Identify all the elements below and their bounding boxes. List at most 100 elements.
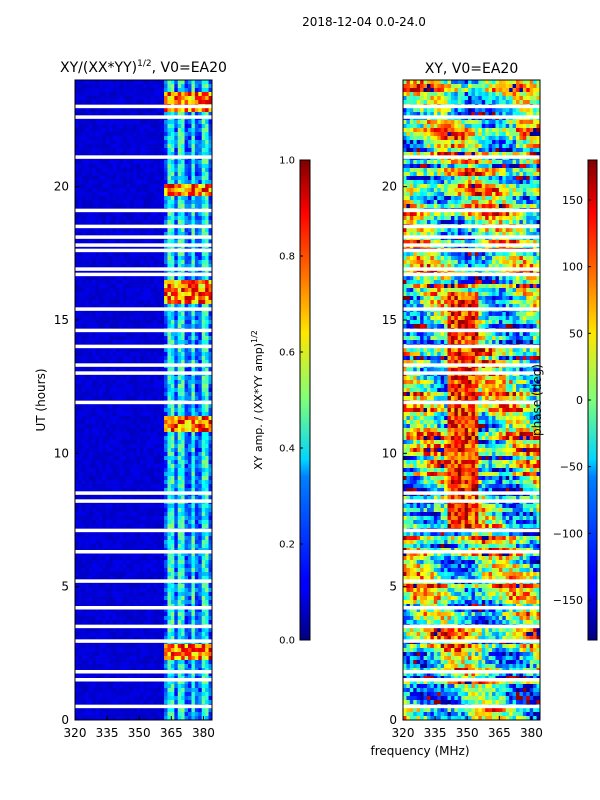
amplitude-cell [184, 336, 189, 341]
amplitude-cell [146, 472, 151, 477]
amplitude-cell [188, 384, 192, 389]
amplitude-cell [133, 476, 137, 481]
amplitude-cell [102, 120, 107, 125]
amplitude-cell [85, 560, 89, 565]
amplitude-cell [140, 92, 144, 97]
amplitude-cell [119, 368, 124, 373]
amplitude-cell [88, 296, 93, 301]
amplitude-cell [88, 464, 93, 469]
amplitude-cell [150, 324, 155, 329]
amplitude-cell [122, 436, 127, 441]
amplitude-cell [140, 188, 144, 193]
amplitude-cell [126, 164, 131, 169]
amplitude-cell [201, 84, 206, 89]
amplitude-cell [157, 96, 161, 101]
amplitude-cell [164, 468, 168, 473]
amplitude-cell [88, 288, 93, 293]
amplitude-cell [160, 256, 165, 261]
amplitude-cell [133, 120, 137, 125]
amplitude-cell [105, 316, 110, 321]
amplitude-cell [136, 196, 141, 201]
amplitude-cell [188, 572, 192, 577]
amplitude-cell [109, 516, 113, 521]
amplitude-cell [205, 220, 209, 225]
amplitude-cell [133, 556, 137, 561]
amplitude-cell [153, 388, 158, 393]
amplitude-cell [116, 424, 120, 429]
amplitude-cell [116, 304, 120, 309]
amplitude-cell [191, 556, 196, 561]
amplitude-cell [116, 384, 120, 389]
amplitude-cell [102, 296, 107, 301]
amplitude-cell [201, 196, 206, 201]
amplitude-cell [167, 200, 172, 205]
amplitude-cell [140, 264, 144, 269]
amplitude-cell [184, 412, 189, 417]
amplitude-cell [191, 536, 196, 541]
amplitude-cell [109, 460, 113, 465]
amplitude-cell [184, 196, 189, 201]
amplitude-cell [112, 564, 117, 569]
amplitude-cell [109, 280, 113, 285]
amplitude-cell [174, 556, 179, 561]
amplitude-cell [157, 160, 161, 165]
amplitude-cell [88, 320, 93, 325]
amplitude-cell [164, 352, 168, 357]
amplitude-cell [194, 152, 199, 157]
amplitude-cell [194, 88, 199, 93]
amplitude-cell [85, 456, 89, 461]
amplitude-cell [88, 488, 93, 493]
amplitude-cell [177, 88, 182, 93]
amplitude-cell [177, 140, 182, 145]
amplitude-cell [177, 300, 182, 305]
amplitude-cell [198, 296, 203, 301]
amplitude-cell [143, 380, 148, 385]
amplitude-cell [146, 424, 151, 429]
amplitude-cell [174, 332, 179, 337]
amplitude-cell [150, 416, 155, 421]
amplitude-cell [112, 572, 117, 577]
amplitude-cell [92, 340, 96, 345]
amplitude-cell [95, 488, 100, 493]
amplitude-cell [191, 232, 196, 237]
amplitude-cell [201, 220, 206, 225]
amplitude-cell [143, 80, 148, 85]
amplitude-cell [129, 200, 134, 205]
amplitude-cell [208, 376, 213, 381]
amplitude-cell [102, 556, 107, 561]
amplitude-cell [198, 252, 203, 257]
amplitude-cell [201, 320, 206, 325]
amplitude-cell [112, 88, 117, 93]
amplitude-cell [116, 84, 120, 89]
amplitude-cell [112, 232, 117, 237]
amplitude-cell [208, 160, 213, 165]
amplitude-cell [181, 376, 185, 381]
amplitude-cell [95, 316, 100, 321]
amplitude-cell [136, 432, 141, 437]
amplitude-cell [140, 464, 144, 469]
amplitude-cell [98, 256, 103, 261]
amplitude-cell [201, 424, 206, 429]
amplitude-cell [177, 516, 182, 521]
amplitude-cell [119, 184, 124, 189]
amplitude-cell [208, 488, 213, 493]
amplitude-cell [116, 516, 120, 521]
amplitude-cell [150, 488, 155, 493]
amplitude-cell [119, 232, 124, 237]
amplitude-cell [164, 144, 168, 149]
amplitude-cell [170, 380, 175, 385]
amplitude-cell [81, 204, 86, 209]
amplitude-cell [160, 152, 165, 157]
amplitude-cell [146, 256, 151, 261]
amplitude-cell [129, 284, 134, 289]
amplitude-cell [119, 204, 124, 209]
amplitude-cell [92, 84, 96, 89]
amplitude-cell [150, 112, 155, 117]
amplitude-cell [160, 572, 165, 577]
amplitude-cell [140, 96, 144, 101]
amplitude-cell [205, 468, 209, 473]
amplitude-cell [177, 128, 182, 133]
amplitude-cell [140, 452, 144, 457]
amplitude-cell [102, 168, 107, 173]
amplitude-cell [188, 132, 192, 137]
